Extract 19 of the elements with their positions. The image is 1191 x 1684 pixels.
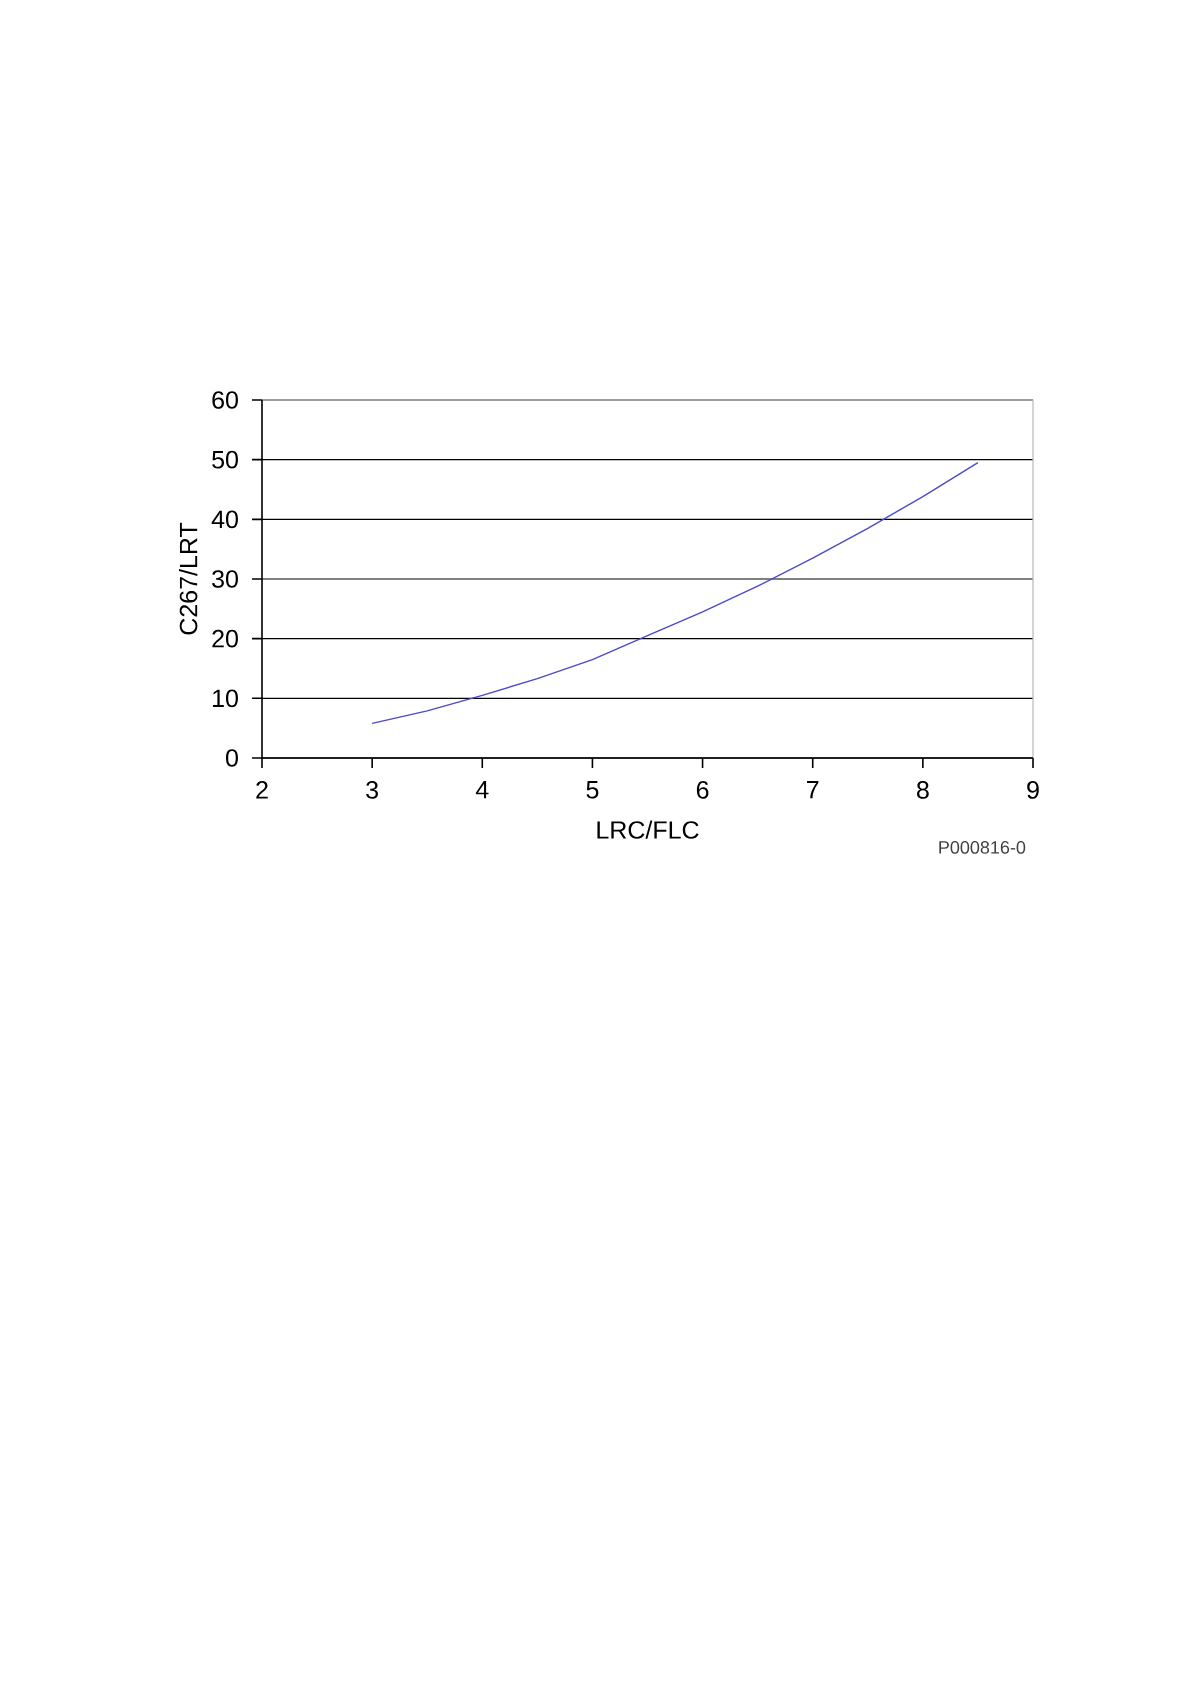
- line-series: [371, 461, 979, 725]
- x-tick-label: 9: [1027, 781, 1039, 799]
- x-tick-label: 5: [586, 781, 599, 799]
- y-tick-label: 60: [212, 391, 238, 409]
- text: P000816-0: [939, 841, 1026, 854]
- x-tick-label: 4: [475, 781, 489, 799]
- y-tick-label: 40: [211, 510, 238, 529]
- x-tick-label: 7: [807, 781, 819, 799]
- y-tick-label: 50: [212, 450, 238, 469]
- y-tick-label: 0: [226, 749, 238, 767]
- y-tick-label: 30: [212, 570, 238, 588]
- x-tick-label: 6: [696, 781, 709, 799]
- x-axis-title: LRC/FLC: [597, 820, 699, 839]
- y-axis-title: C267/LRT: [179, 522, 198, 635]
- y-tick-label: 20: [212, 629, 238, 648]
- x-tick-label: 3: [366, 781, 378, 799]
- x-tick-label: 8: [917, 781, 929, 799]
- x-tick-label: 2: [256, 781, 268, 799]
- y-tick-label: 10: [213, 689, 238, 708]
